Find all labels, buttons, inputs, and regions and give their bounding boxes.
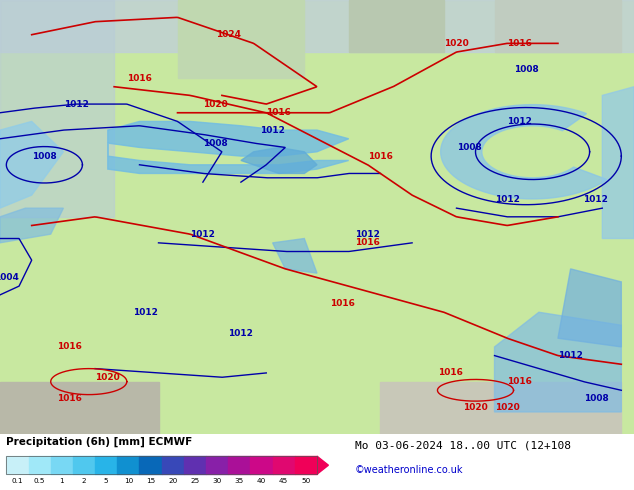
Bar <box>6 456 29 474</box>
Text: 5: 5 <box>104 478 108 484</box>
Polygon shape <box>178 0 304 78</box>
Polygon shape <box>0 208 63 243</box>
Text: 1004: 1004 <box>0 273 19 282</box>
Polygon shape <box>108 122 349 173</box>
Bar <box>273 456 295 474</box>
Text: 1024: 1024 <box>216 30 241 39</box>
Bar <box>51 456 73 474</box>
Polygon shape <box>0 0 634 434</box>
Text: 1008: 1008 <box>203 139 228 147</box>
Bar <box>206 456 228 474</box>
Text: 1008: 1008 <box>456 143 482 152</box>
Text: 50: 50 <box>301 478 311 484</box>
Text: 1016: 1016 <box>507 377 533 386</box>
Polygon shape <box>0 0 114 217</box>
Polygon shape <box>441 105 607 199</box>
Text: 1012: 1012 <box>355 230 380 239</box>
Text: 30: 30 <box>212 478 222 484</box>
Polygon shape <box>495 0 621 52</box>
Text: 0.5: 0.5 <box>34 478 46 484</box>
Text: 1016: 1016 <box>127 74 152 82</box>
Text: 1020: 1020 <box>203 99 228 109</box>
Bar <box>95 456 117 474</box>
Text: 1016: 1016 <box>355 238 380 247</box>
Text: 25: 25 <box>190 478 200 484</box>
Bar <box>139 456 162 474</box>
Text: 1012: 1012 <box>63 99 89 109</box>
Text: 1: 1 <box>60 478 64 484</box>
Polygon shape <box>558 269 621 347</box>
Text: Precipitation (6h) [mm] ECMWF: Precipitation (6h) [mm] ECMWF <box>6 437 193 447</box>
Polygon shape <box>317 456 328 474</box>
Bar <box>295 456 317 474</box>
Text: 1012: 1012 <box>260 125 285 135</box>
Text: 1008: 1008 <box>583 394 609 403</box>
Polygon shape <box>349 0 444 52</box>
Text: 1016: 1016 <box>57 343 82 351</box>
Text: ©weatheronline.co.uk: ©weatheronline.co.uk <box>355 465 463 475</box>
Bar <box>228 456 250 474</box>
Text: 1012: 1012 <box>507 117 533 126</box>
Text: 1020: 1020 <box>95 373 120 382</box>
Text: 45: 45 <box>279 478 288 484</box>
Text: 1020: 1020 <box>444 39 469 48</box>
Text: 1008: 1008 <box>32 151 57 161</box>
Text: 1020: 1020 <box>463 403 488 412</box>
Bar <box>29 456 51 474</box>
Text: 1016: 1016 <box>57 394 82 403</box>
Text: 1012: 1012 <box>190 230 216 239</box>
Text: 40: 40 <box>257 478 266 484</box>
Polygon shape <box>380 382 621 434</box>
Text: 1016: 1016 <box>507 39 533 48</box>
Text: 1016: 1016 <box>266 108 292 117</box>
Polygon shape <box>602 87 634 239</box>
Bar <box>250 456 273 474</box>
Text: 1012: 1012 <box>558 351 583 360</box>
Text: 2: 2 <box>82 478 86 484</box>
Text: 20: 20 <box>168 478 178 484</box>
Text: Mo 03-06-2024 18..00 UTC (12+108: Mo 03-06-2024 18..00 UTC (12+108 <box>355 441 571 450</box>
Text: 1016: 1016 <box>437 368 463 377</box>
Polygon shape <box>0 382 158 434</box>
Text: 1012: 1012 <box>495 195 520 204</box>
Bar <box>162 456 184 474</box>
Bar <box>6 456 317 474</box>
Text: 1012: 1012 <box>133 308 158 317</box>
Polygon shape <box>241 147 317 173</box>
Text: 1016: 1016 <box>368 151 393 161</box>
Text: 1012: 1012 <box>228 329 254 339</box>
Polygon shape <box>0 122 63 208</box>
Polygon shape <box>495 312 621 412</box>
Bar <box>184 456 206 474</box>
Text: 15: 15 <box>146 478 155 484</box>
Text: 1016: 1016 <box>330 299 355 308</box>
Bar <box>73 456 95 474</box>
Polygon shape <box>273 239 317 273</box>
Polygon shape <box>0 0 634 52</box>
Text: 1012: 1012 <box>583 195 609 204</box>
Text: 0.1: 0.1 <box>11 478 23 484</box>
Text: 1008: 1008 <box>514 65 539 74</box>
Text: 1020: 1020 <box>495 403 520 412</box>
Bar <box>117 456 139 474</box>
Text: 10: 10 <box>124 478 133 484</box>
Text: 35: 35 <box>235 478 244 484</box>
